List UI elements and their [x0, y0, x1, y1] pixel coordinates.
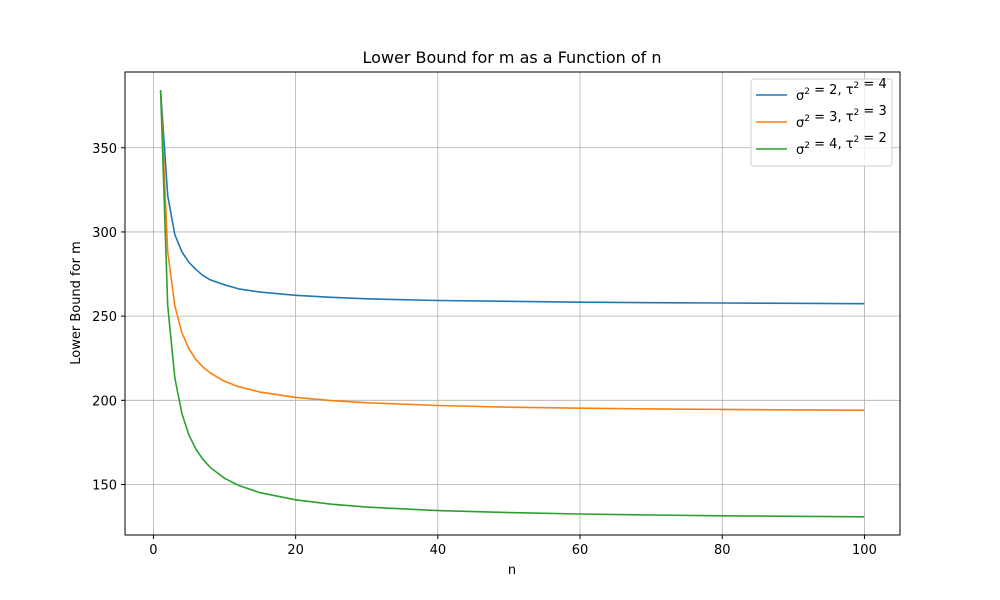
legend-value: 4: [829, 137, 837, 152]
y-tick-label: 150: [92, 478, 117, 493]
x-tick-label: 0: [149, 543, 157, 558]
y-ticks: 150 200 250 300 350: [92, 142, 125, 493]
x-tick-label: 100: [852, 543, 877, 558]
chart-title: Lower Bound for m as a Function of n: [363, 48, 662, 67]
legend-superscript: 2: [854, 135, 860, 145]
legend-text-part: σ: [796, 143, 804, 158]
legend-value: 3: [829, 110, 837, 125]
series-line-1: [159, 90, 865, 305]
y-tick-label: 200: [92, 394, 117, 409]
legend-value: 2: [878, 131, 886, 146]
legend-text-part: =: [859, 104, 878, 119]
y-tick-label: 350: [92, 142, 117, 157]
series-line-3: [159, 90, 865, 518]
legend-text-part: =: [859, 131, 878, 146]
legend-text-part: σ: [796, 116, 804, 131]
legend-superscript: 2: [804, 87, 810, 97]
series-line-2: [159, 90, 865, 412]
series-group: [159, 90, 865, 518]
legend-entry: σ2 = 2, τ2 = 4: [796, 77, 887, 104]
x-tick-label: 80: [714, 543, 731, 558]
x-tick-label: 60: [572, 543, 589, 558]
legend-superscript: 2: [804, 114, 810, 124]
x-axis-label: n: [508, 563, 516, 578]
legend-text-part: , τ: [837, 110, 853, 125]
plot-frame: [124, 71, 901, 536]
legend-superscript: 2: [854, 81, 860, 91]
y-axis-label: Lower Bound for m: [69, 241, 84, 364]
legend-box: [750, 78, 893, 167]
legend-text-part: =: [810, 83, 829, 98]
legend-value: 2: [829, 83, 837, 98]
legend-superscript: 2: [854, 108, 860, 118]
legend-superscript: 2: [804, 141, 810, 151]
legend-text-part: =: [810, 137, 829, 152]
legend-entry: σ2 = 4, τ2 = 2: [796, 131, 887, 158]
legend: σ2 = 2, τ2 = 4σ2 = 3, τ2 = 3σ2 = 4, τ2 =…: [750, 77, 893, 167]
x-ticks: 0 20 40 60 80 100: [149, 535, 877, 558]
x-tick-label: 40: [430, 543, 447, 558]
legend-text-part: , τ: [837, 83, 853, 98]
legend-entry: σ2 = 3, τ2 = 3: [796, 104, 887, 131]
legend-text-part: =: [810, 110, 829, 125]
y-tick-label: 300: [92, 226, 117, 241]
y-tick-label: 250: [92, 310, 117, 325]
legend-text-part: , τ: [837, 137, 853, 152]
legend-value: 4: [878, 77, 886, 92]
legend-text-part: σ: [796, 89, 804, 104]
legend-value: 3: [878, 104, 886, 119]
x-tick-label: 20: [287, 543, 304, 558]
legend-text-part: =: [859, 77, 878, 92]
